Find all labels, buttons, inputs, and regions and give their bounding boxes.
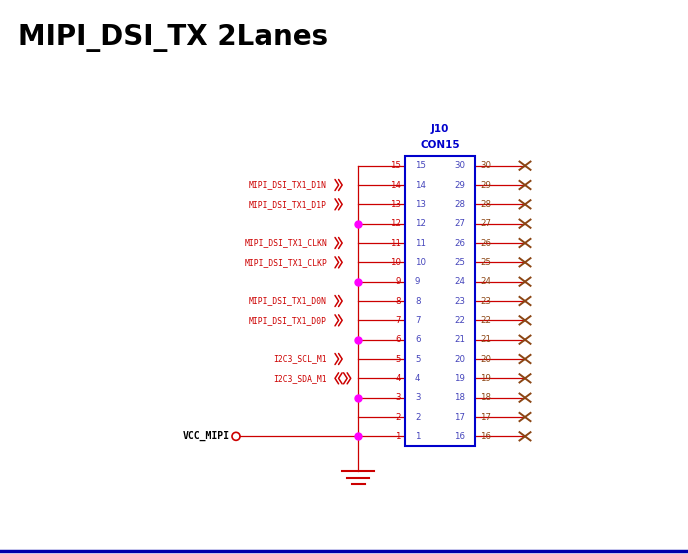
Text: 12: 12 <box>415 219 426 228</box>
Text: 1: 1 <box>396 432 401 441</box>
Text: 6: 6 <box>415 335 420 344</box>
Text: MIPI_DSI_TX1_D0N: MIPI_DSI_TX1_D0N <box>249 296 327 305</box>
Text: 28: 28 <box>454 200 465 209</box>
Text: MIPI_DSI_TX 2Lanes: MIPI_DSI_TX 2Lanes <box>18 24 328 52</box>
Text: 13: 13 <box>390 200 401 209</box>
Text: 12: 12 <box>390 219 401 228</box>
Text: 6: 6 <box>396 335 401 344</box>
Text: 11: 11 <box>415 239 426 248</box>
Text: 17: 17 <box>480 413 491 422</box>
Text: 10: 10 <box>390 258 401 267</box>
Text: 30: 30 <box>454 161 465 170</box>
Text: 4: 4 <box>396 374 401 383</box>
Text: J10: J10 <box>431 124 449 134</box>
Text: I2C3_SDA_M1: I2C3_SDA_M1 <box>273 374 327 383</box>
Text: 26: 26 <box>454 239 465 248</box>
Text: MIPI_DSI_TX1_CLKN: MIPI_DSI_TX1_CLKN <box>244 239 327 248</box>
Text: 23: 23 <box>480 296 491 305</box>
Text: 11: 11 <box>390 239 401 248</box>
Text: 2: 2 <box>415 413 420 422</box>
Text: 7: 7 <box>415 316 420 325</box>
Text: 22: 22 <box>454 316 465 325</box>
Text: MIPI_DSI_TX1_D0P: MIPI_DSI_TX1_D0P <box>249 316 327 325</box>
Text: 8: 8 <box>396 296 401 305</box>
Text: 1: 1 <box>415 432 420 441</box>
Text: 19: 19 <box>480 374 491 383</box>
Text: 4: 4 <box>415 374 420 383</box>
Text: MIPI_DSI_TX1_D1N: MIPI_DSI_TX1_D1N <box>249 181 327 189</box>
Text: 24: 24 <box>454 277 465 286</box>
Text: 20: 20 <box>480 355 491 363</box>
Text: 10: 10 <box>415 258 426 267</box>
Text: 19: 19 <box>454 374 465 383</box>
Text: 15: 15 <box>415 161 426 170</box>
Text: CON15: CON15 <box>420 140 460 150</box>
Text: 30: 30 <box>480 161 491 170</box>
Text: 18: 18 <box>454 393 465 402</box>
Text: 7: 7 <box>396 316 401 325</box>
Text: 27: 27 <box>454 219 465 228</box>
Text: 8: 8 <box>415 296 420 305</box>
Text: 14: 14 <box>415 181 426 189</box>
Text: 29: 29 <box>454 181 465 189</box>
Text: 25: 25 <box>454 258 465 267</box>
Text: 16: 16 <box>480 432 491 441</box>
Text: 15: 15 <box>390 161 401 170</box>
Text: 18: 18 <box>480 393 491 402</box>
Text: VCC_MIPI: VCC_MIPI <box>183 431 230 442</box>
Text: 9: 9 <box>396 277 401 286</box>
Text: 28: 28 <box>480 200 491 209</box>
Text: 3: 3 <box>415 393 420 402</box>
Text: 14: 14 <box>390 181 401 189</box>
Text: 24: 24 <box>480 277 491 286</box>
Text: 9: 9 <box>415 277 420 286</box>
Text: 13: 13 <box>415 200 426 209</box>
Text: 23: 23 <box>454 296 465 305</box>
Text: 17: 17 <box>454 413 465 422</box>
Text: 20: 20 <box>454 355 465 363</box>
Bar <box>405 156 475 446</box>
Text: 25: 25 <box>480 258 491 267</box>
Text: 21: 21 <box>454 335 465 344</box>
Text: MIPI_DSI_TX1_CLKP: MIPI_DSI_TX1_CLKP <box>244 258 327 267</box>
Text: 3: 3 <box>396 393 401 402</box>
Text: 27: 27 <box>480 219 491 228</box>
Text: 5: 5 <box>396 355 401 363</box>
Text: MIPI_DSI_TX1_D1P: MIPI_DSI_TX1_D1P <box>249 200 327 209</box>
Text: I2C3_SCL_M1: I2C3_SCL_M1 <box>273 355 327 363</box>
Text: 22: 22 <box>480 316 491 325</box>
Text: 16: 16 <box>454 432 465 441</box>
Text: 21: 21 <box>480 335 491 344</box>
Text: 29: 29 <box>480 181 491 189</box>
Text: 2: 2 <box>396 413 401 422</box>
Text: 5: 5 <box>415 355 420 363</box>
Text: 26: 26 <box>480 239 491 248</box>
